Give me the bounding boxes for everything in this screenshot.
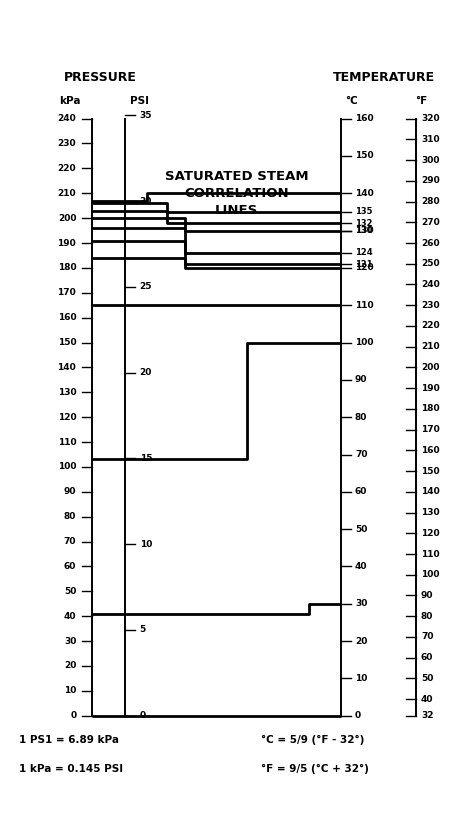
Text: 150: 150 <box>421 466 439 475</box>
Text: 32: 32 <box>421 711 433 721</box>
Text: 40: 40 <box>64 612 76 621</box>
Text: 210: 210 <box>421 342 439 351</box>
Text: 170: 170 <box>57 288 76 297</box>
Text: °F = 9/5 (°C + 32°): °F = 9/5 (°C + 32°) <box>261 764 369 774</box>
Text: 70: 70 <box>355 450 367 459</box>
Text: 230: 230 <box>58 139 76 148</box>
Text: 5: 5 <box>140 626 146 635</box>
Text: 30: 30 <box>140 196 152 205</box>
Text: 160: 160 <box>421 446 439 455</box>
Text: 15: 15 <box>140 454 152 463</box>
Text: 110: 110 <box>355 301 374 310</box>
Text: 130: 130 <box>58 388 76 397</box>
Text: 60: 60 <box>64 562 76 571</box>
Text: 80: 80 <box>355 412 367 422</box>
Text: TEMPERATURE: TEMPERATURE <box>333 71 435 83</box>
Text: 130: 130 <box>421 508 439 517</box>
Text: 260: 260 <box>421 239 439 248</box>
Text: 90: 90 <box>64 488 76 497</box>
Text: 290: 290 <box>421 177 440 186</box>
Text: 124: 124 <box>355 249 373 258</box>
Text: 100: 100 <box>58 462 76 471</box>
Text: 0: 0 <box>355 711 361 721</box>
Text: 110: 110 <box>58 438 76 447</box>
Text: 180: 180 <box>421 404 439 413</box>
Text: 25: 25 <box>140 282 152 291</box>
Text: 100: 100 <box>421 570 439 579</box>
Text: 121: 121 <box>355 259 373 268</box>
Text: 50: 50 <box>64 587 76 596</box>
Text: 150: 150 <box>355 151 374 160</box>
Text: 0: 0 <box>70 711 76 721</box>
Text: 0: 0 <box>140 711 146 721</box>
Text: 132: 132 <box>355 218 373 227</box>
Text: 240: 240 <box>57 114 76 124</box>
Text: 30: 30 <box>64 636 76 645</box>
Text: 30: 30 <box>355 600 367 609</box>
Text: 35: 35 <box>140 111 152 120</box>
Text: 220: 220 <box>421 321 439 330</box>
Text: 320: 320 <box>421 114 439 124</box>
Text: 120: 120 <box>355 263 374 272</box>
Text: 10: 10 <box>64 686 76 695</box>
Text: 60: 60 <box>421 654 433 663</box>
Text: 250: 250 <box>421 259 439 268</box>
Text: 160: 160 <box>355 114 374 124</box>
Text: 140: 140 <box>57 363 76 372</box>
Text: °C = 5/9 (°F - 32°): °C = 5/9 (°F - 32°) <box>261 735 364 745</box>
Text: 200: 200 <box>421 363 439 372</box>
Text: 280: 280 <box>421 197 439 206</box>
Text: 70: 70 <box>64 537 76 546</box>
Text: 140: 140 <box>421 488 440 497</box>
Text: °C: °C <box>345 97 357 106</box>
Text: 10: 10 <box>355 674 367 683</box>
Text: 190: 190 <box>57 239 76 248</box>
Text: 60: 60 <box>355 488 367 497</box>
Text: 160: 160 <box>58 313 76 322</box>
Text: 170: 170 <box>421 425 440 434</box>
Text: 300: 300 <box>421 155 439 164</box>
Text: 100: 100 <box>355 338 374 347</box>
Text: 40: 40 <box>355 562 367 571</box>
Text: 150: 150 <box>58 338 76 347</box>
Text: 110: 110 <box>421 550 439 559</box>
Text: kPa: kPa <box>59 97 81 106</box>
Text: 240: 240 <box>421 280 440 289</box>
Text: 190: 190 <box>421 384 440 393</box>
Text: 10: 10 <box>140 540 152 549</box>
Text: 80: 80 <box>64 512 76 521</box>
Text: 90: 90 <box>421 591 433 600</box>
Text: PRESSURE: PRESSURE <box>64 71 137 83</box>
Text: 210: 210 <box>58 189 76 198</box>
Text: 310: 310 <box>421 135 439 144</box>
Text: 120: 120 <box>58 412 76 422</box>
Text: 1 kPa = 0.145 PSI: 1 kPa = 0.145 PSI <box>19 764 123 774</box>
Text: 20: 20 <box>64 662 76 671</box>
Text: 220: 220 <box>58 164 76 173</box>
Text: 135: 135 <box>355 208 373 217</box>
Text: 130: 130 <box>355 226 373 235</box>
Text: 20: 20 <box>140 368 152 377</box>
Text: 40: 40 <box>421 694 433 703</box>
Text: 230: 230 <box>421 301 439 310</box>
Text: 200: 200 <box>58 213 76 222</box>
Text: 50: 50 <box>355 524 367 533</box>
Text: °F: °F <box>415 97 427 106</box>
Text: SATURATED STEAM
CORRELATION
LINES: SATURATED STEAM CORRELATION LINES <box>165 170 309 217</box>
Text: 70: 70 <box>421 632 433 641</box>
Text: 90: 90 <box>355 375 367 384</box>
Text: 80: 80 <box>421 612 433 621</box>
Text: 180: 180 <box>58 263 76 272</box>
Text: 120: 120 <box>421 528 439 537</box>
Text: 50: 50 <box>421 674 433 683</box>
Text: PSI: PSI <box>130 97 149 106</box>
Text: 140: 140 <box>355 189 374 198</box>
Text: 270: 270 <box>421 218 440 227</box>
Text: 20: 20 <box>355 636 367 645</box>
Text: 1 PS1 = 6.89 kPa: 1 PS1 = 6.89 kPa <box>19 735 119 745</box>
Text: 130: 130 <box>355 226 374 235</box>
